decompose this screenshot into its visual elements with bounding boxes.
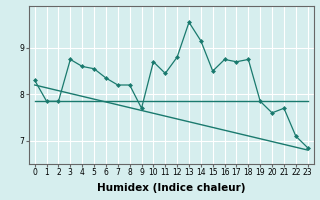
X-axis label: Humidex (Indice chaleur): Humidex (Indice chaleur) xyxy=(97,183,245,193)
